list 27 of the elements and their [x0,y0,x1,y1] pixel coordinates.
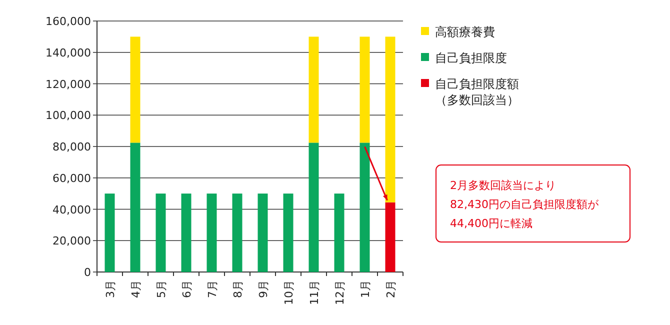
xtick: 7月 [206,280,219,298]
xtick: 3月 [104,280,117,298]
xtick: 10月 [282,280,296,305]
ytick: 60,000 [52,172,91,185]
ytick: 20,000 [52,234,91,248]
xtick: 8月 [231,280,244,298]
annotation: 82,430円の自己負担限度額が [450,198,598,211]
legend-label: 自己負担限度額（多数回該当） [435,77,519,107]
ytick: 100,000 [46,109,91,122]
xtick: 6月 [180,280,194,298]
xtick: 9月 [256,280,270,298]
annotation: 44,400円に軽減 [450,217,532,230]
xtick: 1月 [358,280,372,298]
ytick: 40,000 [52,203,91,216]
ytick: 140,000 [46,46,91,60]
xtick: 11月 [308,280,321,305]
ytick: 160,000 [46,15,91,28]
xtick: 2月 [384,280,398,298]
xtick: 5月 [154,280,168,298]
legend-label: 自己負担限度 [435,51,507,65]
ytick: 80,000 [52,140,91,154]
annotation: 2月多数回該当により [450,179,556,192]
xtick: 4月 [129,280,142,298]
ytick: 0 [84,266,91,279]
legend-label: 高額療養費 [435,25,495,39]
xtick: 12月 [333,280,346,305]
ytick: 120,000 [46,78,91,91]
